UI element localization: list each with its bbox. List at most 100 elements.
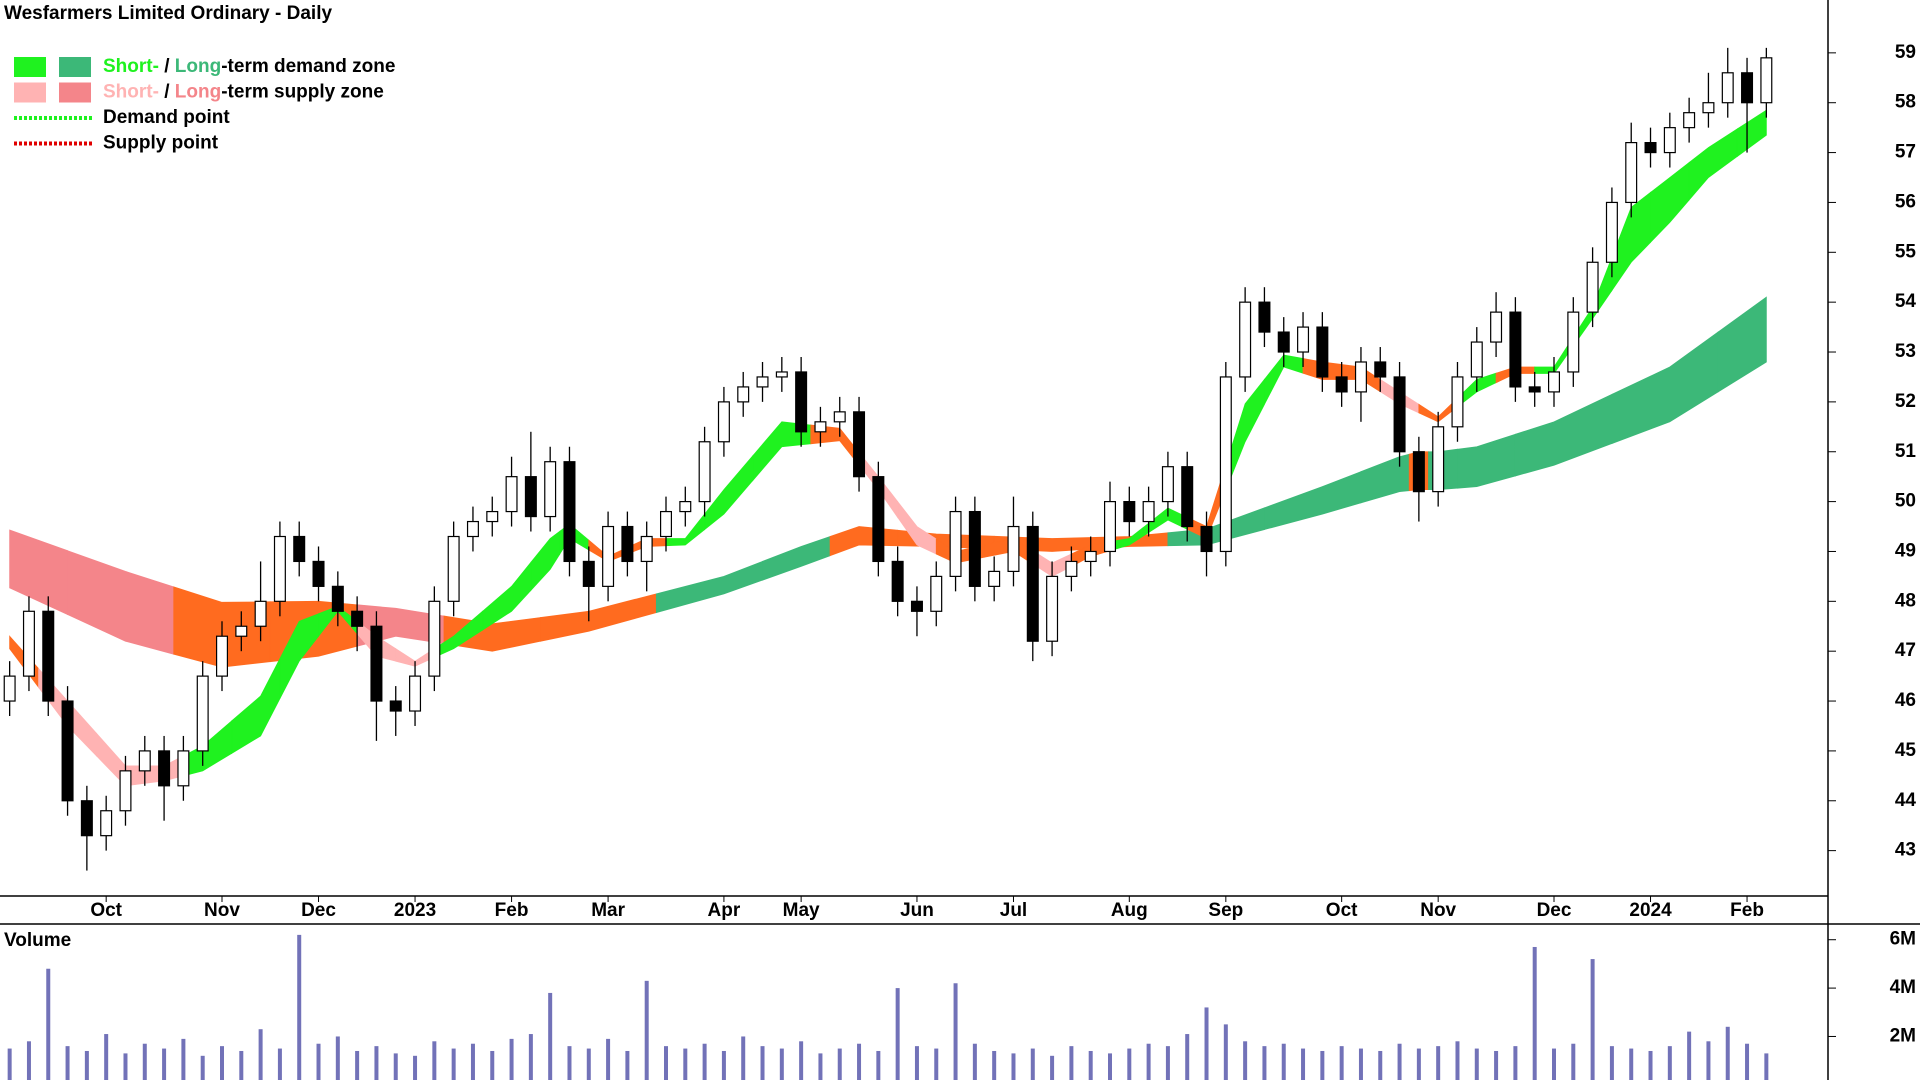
zone-segment [1717, 296, 1767, 393]
volume-bar [162, 1048, 167, 1080]
volume-bar [374, 1046, 379, 1080]
y-tick-label: 6M [1890, 929, 1916, 950]
volume-bar [1050, 1055, 1055, 1080]
candle-body [1625, 142, 1638, 204]
volume-bar [181, 1038, 186, 1080]
candle-body [949, 510, 962, 577]
candle-body [582, 560, 595, 587]
volume-bar [664, 1046, 668, 1080]
candle-body [659, 510, 673, 538]
volume-bar [470, 1043, 475, 1080]
candle-body [1470, 341, 1483, 378]
volume-bar [1088, 1050, 1093, 1080]
volume-bar [1629, 1048, 1634, 1080]
volume-bar [818, 1053, 823, 1080]
candle-body [1084, 550, 1097, 563]
volume-bar [1552, 1048, 1556, 1080]
candle-body [756, 376, 769, 388]
volume-bar [7, 1048, 12, 1080]
candle-body [1721, 72, 1734, 104]
y-tick-label: 2M [1890, 1025, 1916, 1046]
volume-bar [123, 1053, 128, 1080]
volume-bar [1706, 1041, 1711, 1080]
volume-bar [741, 1036, 746, 1080]
y-tick-label: 55 [1895, 241, 1917, 262]
legend-text: -term supply zone [221, 82, 384, 103]
legend-text: Demand point [103, 107, 230, 128]
volume-bar [1436, 1046, 1441, 1080]
volume-bar [1513, 1046, 1518, 1080]
volume-bar [528, 1034, 533, 1080]
candle-body [177, 750, 190, 787]
volume-bar [1609, 1046, 1614, 1080]
volume-bar [1339, 1046, 1344, 1080]
volume-bar [1320, 1050, 1325, 1080]
axes: 43 44 45 46 47 48 49 50 51 52 53 54 55 56 57 58 59 Oct Nov… [4, 42, 1916, 1047]
candle-body [3, 675, 16, 702]
candle-body [215, 635, 229, 677]
candle-body [1258, 301, 1271, 333]
candle-body [1412, 451, 1425, 493]
candle-body [1741, 72, 1754, 104]
y-tick-label: 54 [1895, 291, 1917, 312]
volume-bar [702, 1043, 707, 1080]
candle-body [138, 750, 151, 772]
volume-bar [297, 934, 302, 1080]
candle-body [1432, 426, 1445, 493]
candle-body [389, 700, 402, 712]
volume-bar [335, 1036, 340, 1080]
candle-body [621, 525, 634, 563]
candle-body [370, 625, 383, 702]
y-tick-label: 53 [1895, 341, 1916, 362]
candle-body [910, 600, 923, 612]
volume-bars [7, 934, 1769, 1080]
x-tick-label: Dec [1537, 900, 1572, 921]
legend-swatch [14, 82, 46, 103]
candle-body [853, 411, 866, 478]
volume-bar [1725, 1026, 1730, 1080]
x-tick-label: Nov [204, 900, 240, 921]
volume-bar [606, 1038, 611, 1080]
volume-bar [1455, 1041, 1460, 1080]
x-tick-label: Oct [1326, 900, 1358, 921]
candle-body [775, 371, 788, 378]
candle-body [331, 585, 344, 612]
y-tick-label: 57 [1895, 142, 1916, 163]
candle-body [1567, 311, 1580, 373]
volume-bar [490, 1050, 495, 1080]
y-tick-label: 45 [1895, 740, 1917, 761]
candle-body [968, 510, 981, 587]
volume-bar [200, 1055, 205, 1080]
volume-bar [1030, 1048, 1035, 1080]
x-tick-label: Apr [708, 900, 741, 921]
volume-bar [393, 1053, 398, 1080]
volume-bar [1281, 1043, 1286, 1080]
y-tick-label: 4M [1890, 977, 1916, 998]
legend-label: Short- / Long-term supply zone [103, 82, 384, 103]
candle-body [1219, 376, 1232, 553]
volume-bar [837, 1048, 842, 1080]
legend-text: Long [175, 82, 221, 103]
candle-body [235, 625, 248, 637]
volume-bar [721, 1050, 726, 1080]
candle-body [1297, 326, 1310, 353]
candle-body [1161, 466, 1174, 503]
candle-body [679, 501, 692, 513]
y-tick-label: 43 [1895, 840, 1916, 861]
volume-bar [934, 1048, 939, 1080]
volume-bar [1648, 1050, 1653, 1080]
volume-bar [1764, 1053, 1769, 1080]
y-tick-label: 56 [1895, 191, 1916, 212]
candle-body [1335, 376, 1348, 393]
candle-body [486, 510, 499, 523]
volume-bar [1745, 1043, 1750, 1080]
y-tick-label: 46 [1895, 690, 1916, 711]
candle-body [80, 800, 93, 837]
legend-text: -term demand zone [221, 56, 395, 77]
volume-bar [1571, 1043, 1576, 1080]
candle-body [1644, 142, 1657, 154]
candle-body [698, 441, 711, 503]
legend-text: / [159, 82, 175, 103]
x-tick-label: Jun [900, 900, 934, 921]
